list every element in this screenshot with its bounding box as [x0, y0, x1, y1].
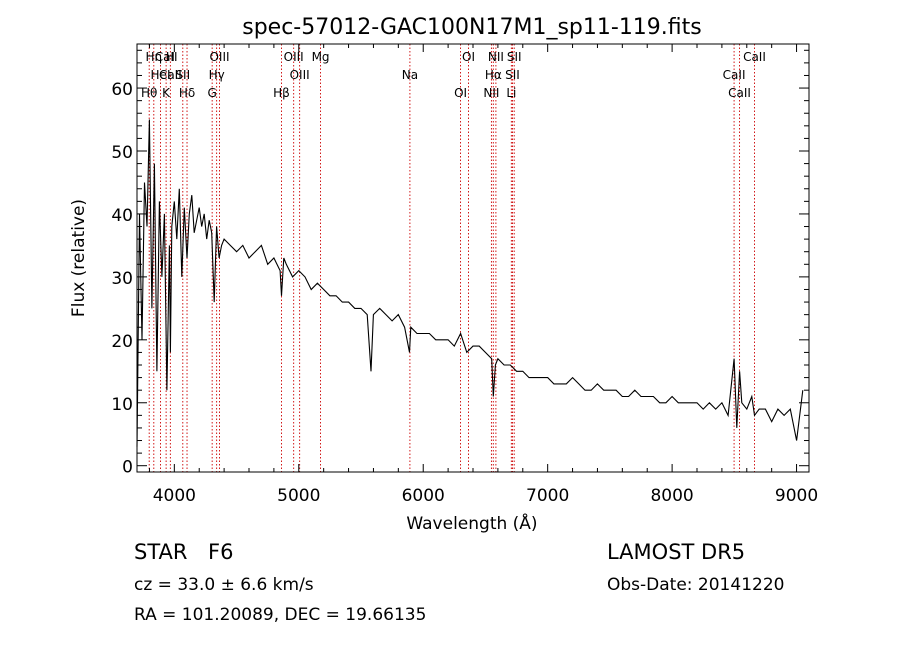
line-label: OI [454, 86, 467, 100]
y-tick-label: 50 [111, 143, 133, 163]
survey-name: LAMOST DR5 [607, 540, 745, 564]
y-tick-label: 0 [122, 458, 133, 478]
line-label: Na [402, 68, 418, 82]
line-label: CaII [743, 50, 766, 64]
line-label: NII [488, 50, 504, 64]
line-label: CaII [728, 86, 751, 100]
line-label: Hγ [209, 68, 225, 82]
line-label: Mg [312, 50, 330, 64]
line-label: HeI [151, 68, 171, 82]
y-tick-label: 10 [111, 395, 133, 415]
y-tick-label: 60 [111, 80, 133, 100]
x-tick-label: 7000 [526, 486, 569, 506]
line-label: Hα [485, 68, 502, 82]
line-label: H [166, 50, 175, 64]
line-label: OIII [209, 50, 229, 64]
object-class: STAR [134, 540, 187, 564]
line-label: SII [507, 50, 522, 64]
chart-title: spec-57012-GAC100N17M1_sp11-119.fits [242, 15, 702, 40]
line-label: SII [175, 68, 190, 82]
x-axis-label: Wavelength (Å) [406, 512, 537, 534]
line-label: Hδ [179, 86, 195, 100]
y-tick-label: 30 [111, 269, 133, 289]
y-axis-label: Flux (relative) [69, 199, 89, 317]
x-axis: 4000 5000 6000 7000 8000 9000 [148, 44, 818, 506]
object-subclass: F6 [208, 540, 233, 564]
line-label: CaII [159, 68, 182, 82]
obs-date: Obs-Date: 20141220 [607, 575, 784, 595]
line-label: OIII [284, 50, 304, 64]
y-tick-label: 40 [111, 206, 133, 226]
line-label: Hθ [141, 86, 157, 100]
line-label: G [208, 86, 217, 100]
line-label: CaII [155, 50, 178, 64]
x-tick-label: 9000 [775, 486, 818, 506]
line-labels: CaIICaIIHθHηHeIKHSIIHδOIIIHγGOIIIOIIIHβM… [141, 50, 766, 100]
x-tick-label: 6000 [402, 486, 445, 506]
line-label: CaII [723, 68, 746, 82]
line-markers [148, 44, 755, 472]
plot-frame [136, 43, 810, 473]
y-tick-label: 20 [111, 332, 133, 352]
line-label: OIII [290, 68, 310, 82]
line-label: OI [462, 50, 475, 64]
line-label: K [162, 86, 171, 100]
y-axis: 0 10 20 30 40 50 60 [111, 49, 809, 478]
x-tick-label: 4000 [153, 486, 196, 506]
spectrum-series-line [136, 119, 804, 447]
line-label: Hβ [273, 86, 290, 100]
line-label: Hη [145, 50, 162, 64]
line-label: NII [483, 86, 499, 100]
x-tick-label: 8000 [650, 486, 693, 506]
coordinates: RA = 101.20089, DEC = 19.66135 [134, 605, 426, 625]
redshift-text: cz = 33.0 ± 6.6 km/s [134, 575, 314, 595]
line-label: Li [506, 86, 516, 100]
x-tick-label: 5000 [277, 486, 320, 506]
line-label: SII [505, 68, 520, 82]
